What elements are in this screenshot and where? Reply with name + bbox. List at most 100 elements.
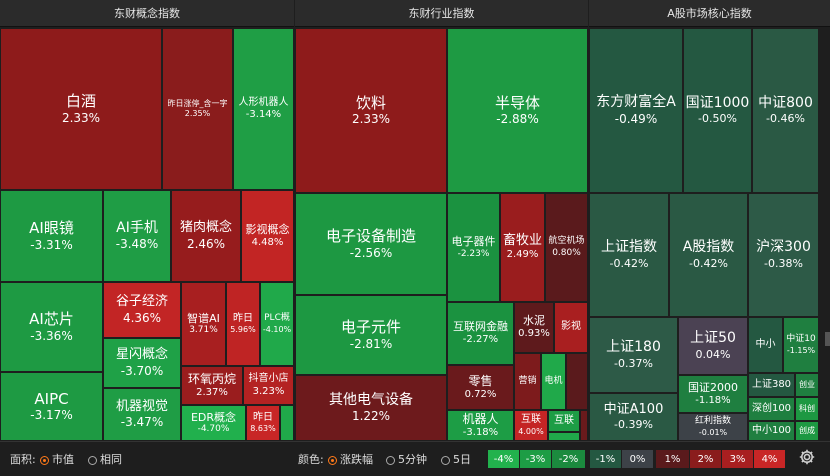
treemap-tile[interactable]: 其他电气设备 1.22%: [295, 375, 447, 441]
area-option-market-cap[interactable]: 市值: [40, 451, 74, 467]
treemap-tile[interactable]: 中小100: [748, 421, 795, 441]
treemap-tile[interactable]: 中证800 -0.46%: [752, 28, 819, 193]
treemap-tile[interactable]: 机器人 -3.18%: [447, 410, 514, 441]
treemap-tile[interactable]: 国证2000 -1.18%: [678, 375, 748, 413]
tile-value: 2.37%: [196, 386, 228, 398]
treemap-tile[interactable]: 深创100: [748, 397, 795, 421]
treemap-tile[interactable]: 昨日 5.96%: [226, 282, 260, 366]
treemap-tile[interactable]: 上证指数 -0.42%: [589, 193, 669, 317]
color-option-5day[interactable]: 5日: [441, 451, 471, 467]
tile-value: 8.63%: [250, 424, 276, 434]
treemap-tile[interactable]: 猪肉概念 2.46%: [171, 190, 241, 282]
tile-name: 电子器件: [451, 235, 496, 248]
treemap-tile[interactable]: 营销: [514, 353, 541, 410]
treemap-tile[interactable]: 创成: [795, 421, 819, 441]
tile-value: -3.18%: [462, 426, 499, 438]
treemap-tile[interactable]: 智谱AI 3.71%: [181, 282, 226, 366]
treemap-tile[interactable]: AIPC -3.17%: [0, 372, 103, 441]
tile-name: 半导体: [494, 93, 540, 112]
treemap-tile[interactable]: 上证380: [748, 373, 795, 397]
tile-name: 星闪概念: [115, 347, 168, 363]
treemap-tile[interactable]: 国证1000 -0.50%: [683, 28, 752, 193]
treemap-tile[interactable]: 中小: [748, 317, 783, 373]
tile-name: 上证380: [751, 378, 792, 390]
tile-name: 中小: [755, 338, 776, 350]
tile-value: -4.10%: [262, 324, 292, 334]
treemap-tile[interactable]: 互联: [548, 410, 580, 432]
tile-value: -3.31%: [30, 237, 73, 252]
treemap-tile[interactable]: A股指数 -0.42%: [669, 193, 748, 317]
treemap-tile[interactable]: [566, 353, 588, 410]
treemap-tile[interactable]: 航空机场 0.80%: [545, 193, 588, 302]
tile-value: -0.37%: [614, 356, 653, 370]
tile-value: 4.36%: [122, 310, 162, 325]
treemap-tile[interactable]: 电子元件 -2.81%: [295, 295, 447, 375]
treemap-tile[interactable]: 抖音小店 3.23%: [243, 366, 294, 405]
color-option-label: 涨跌幅: [340, 453, 373, 466]
tile-value: 4.00%: [518, 426, 544, 436]
treemap-tile[interactable]: EDR概念 -4.70%: [181, 405, 246, 441]
legend-swatch: -4%: [488, 450, 520, 468]
treemap-tile[interactable]: 中证A100 -0.39%: [589, 393, 678, 441]
treemap-tile[interactable]: 影视: [554, 302, 588, 353]
treemap-tile[interactable]: 机器视觉 -3.47%: [103, 388, 181, 441]
treemap-tile[interactable]: 创业: [795, 373, 819, 397]
tile-value: -0.39%: [614, 418, 653, 432]
treemap-tile[interactable]: [280, 405, 294, 441]
tile-value: -3.47%: [120, 415, 164, 430]
treemap-tile[interactable]: [548, 432, 580, 441]
tile-name: 营销: [518, 375, 537, 386]
area-option-label: 市值: [52, 453, 74, 466]
treemap-tile[interactable]: 沪深300 -0.38%: [748, 193, 819, 317]
tile-value: 3.71%: [189, 325, 218, 336]
treemap-tile[interactable]: 畜牧业 2.49%: [500, 193, 545, 302]
treemap-tile[interactable]: AI眼镜 -3.31%: [0, 190, 103, 282]
tile-name: AI眼镜: [29, 219, 74, 238]
treemap-tile[interactable]: 科创: [795, 397, 819, 421]
tile-name: 中证800: [758, 94, 813, 111]
tile-value: 5.96%: [230, 325, 256, 335]
tile-name: 航空机场: [548, 236, 585, 247]
treemap-tile[interactable]: 谷子经济 4.36%: [103, 282, 181, 338]
treemap-tile[interactable]: 饮料 2.33%: [295, 28, 447, 193]
treemap-tile[interactable]: 东方财富全A -0.49%: [589, 28, 683, 193]
treemap-tile[interactable]: 互联 4.00%: [514, 410, 548, 441]
treemap-tile[interactable]: 星闪概念 -3.70%: [103, 338, 181, 388]
tile-name: 零售: [468, 373, 493, 388]
treemap-tile[interactable]: 水泥 0.93%: [514, 302, 554, 353]
area-option-equal[interactable]: 相同: [88, 451, 122, 467]
tile-name: 环氧丙烷: [187, 371, 236, 386]
treemap-tile[interactable]: 人形机器人 -3.14%: [233, 28, 294, 190]
treemap-tile[interactable]: PLC概 -4.10%: [260, 282, 294, 366]
treemap-tile[interactable]: 半导体 -2.88%: [447, 28, 588, 193]
color-option-5min[interactable]: 5分钟: [386, 451, 427, 467]
tile-name: 电机: [544, 375, 563, 386]
tile-value: 1.22%: [351, 409, 391, 424]
treemap-tile[interactable]: 电机: [541, 353, 566, 410]
treemap-tile[interactable]: 互联网金融 -2.27%: [447, 302, 514, 365]
treemap-tile[interactable]: 环氧丙烷 2.37%: [181, 366, 243, 405]
gear-icon[interactable]: [798, 448, 816, 466]
treemap-tile[interactable]: AI芯片 -3.36%: [0, 282, 103, 372]
treemap-tile[interactable]: 上证180 -0.37%: [589, 317, 678, 393]
treemap-tile[interactable]: 电子设备制造 -2.56%: [295, 193, 447, 295]
treemap-tile[interactable]: 上证50 0.04%: [678, 317, 748, 375]
tile-name: 谷子经济: [115, 294, 168, 310]
treemap-tile[interactable]: AI手机 -3.48%: [103, 190, 171, 282]
tile-name: 中证A100: [603, 402, 664, 417]
treemap-tile[interactable]: 红利指数 -0.01%: [678, 413, 748, 441]
treemap-tile[interactable]: 中证10 -1.15%: [783, 317, 819, 373]
collapse-handle[interactable]: [825, 332, 830, 346]
treemap-tile[interactable]: 昨日涨停_含一字 2.35%: [162, 28, 233, 190]
treemap-tile[interactable]: 影视概念 4.48%: [241, 190, 294, 282]
tile-value: 2.35%: [184, 109, 211, 118]
tile-name: 东方财富全A: [596, 94, 676, 111]
treemap-tile[interactable]: 零售 0.72%: [447, 365, 514, 410]
treemap-tile[interactable]: 电子器件 -2.23%: [447, 193, 500, 302]
treemap-tile[interactable]: [580, 410, 588, 441]
tile-name: 影视: [561, 321, 581, 333]
treemap-tile[interactable]: 白酒 2.33%: [0, 28, 162, 190]
color-option-change[interactable]: 涨跌幅: [328, 451, 373, 467]
tile-value: -2.27%: [462, 334, 499, 346]
treemap-tile[interactable]: 昨日 8.63%: [246, 405, 280, 441]
